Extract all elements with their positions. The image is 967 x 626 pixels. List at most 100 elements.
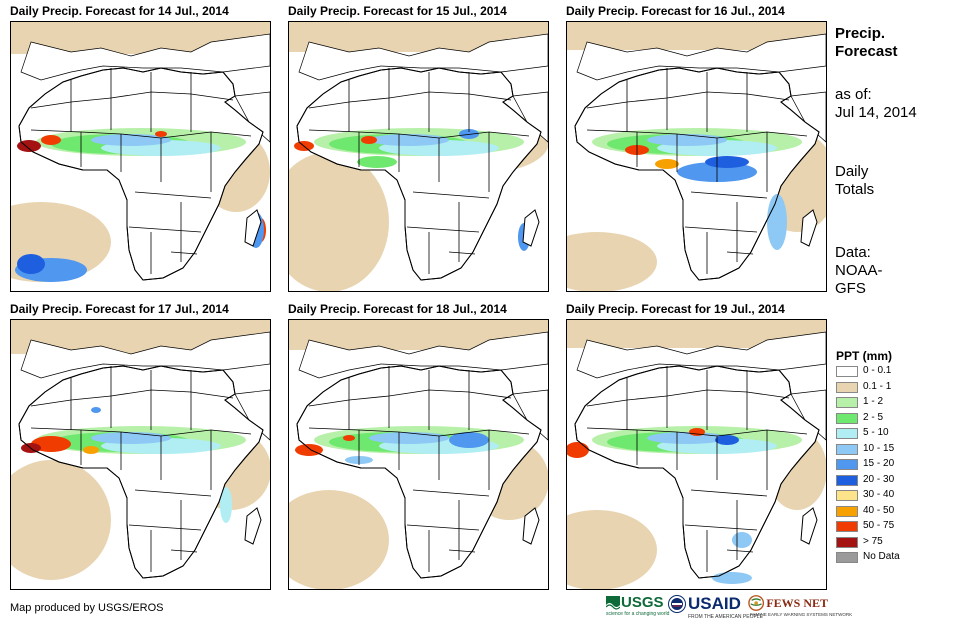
legend-label: 20 - 30	[863, 473, 895, 485]
legend-label: 2 - 5	[863, 411, 884, 423]
precip-patch	[715, 435, 739, 445]
country-border	[586, 129, 808, 139]
country-border	[134, 191, 212, 199]
legend-swatch	[836, 536, 858, 548]
country-border	[412, 191, 490, 199]
legend-swatch	[836, 381, 858, 393]
land-outline	[790, 389, 826, 441]
legend-swatch	[836, 366, 858, 377]
side-data-line2: NOAA-	[835, 262, 883, 279]
land-outline	[790, 91, 826, 143]
usaid-seal-icon	[668, 595, 686, 613]
forecast-panel-3: Daily Precip. Forecast for 16 Jul., 2014	[566, 4, 828, 294]
legend-label: 50 - 75	[863, 520, 895, 531]
legend-swatch	[836, 443, 858, 455]
panel-title: Daily Precip. Forecast for 18 Jul., 2014	[288, 302, 507, 316]
usgs-sub: science for a changing world	[606, 611, 670, 617]
land-outline	[512, 389, 548, 441]
panel-title: Daily Precip. Forecast for 17 Jul., 2014	[10, 302, 229, 316]
precip-map	[566, 21, 827, 292]
precip-patch	[11, 460, 111, 580]
precip-patch	[712, 572, 752, 584]
country-border	[690, 489, 768, 497]
legend-swatch	[836, 397, 858, 408]
precip-patch	[17, 254, 45, 274]
madagascar-outline	[522, 209, 540, 247]
legend-label: 15 - 20	[863, 458, 895, 469]
fewsnet-logo: FEWS NET FAMINE EARLY WARNING SYSTEMS NE…	[748, 594, 853, 624]
land-outline	[576, 331, 826, 379]
precip-patch	[767, 194, 787, 250]
country-border	[30, 427, 252, 437]
legend-label: 1 - 2	[863, 396, 884, 407]
side-totals-line2: Totals	[835, 181, 875, 198]
country-border	[412, 489, 490, 497]
fewsnet-text: FEWS NET	[766, 595, 828, 610]
forecast-panel-5: Daily Precip. Forecast for 18 Jul., 2014	[288, 302, 550, 592]
precip-patch	[357, 156, 397, 168]
precip-patch	[567, 232, 657, 291]
precip-map	[288, 21, 549, 292]
africa-coast	[296, 67, 542, 281]
africa-coast	[18, 67, 264, 281]
panel-title: Daily Precip. Forecast for 15 Jul., 2014	[288, 4, 507, 18]
precip-patch	[289, 490, 389, 589]
legend-label: 0 - 0.1	[863, 365, 892, 376]
side-data-source: Data: NOAA- GFS	[835, 244, 883, 298]
legend-title: PPT (mm)	[836, 349, 893, 363]
side-heading-line1: Precip.	[835, 25, 886, 42]
precip-patch	[647, 432, 727, 444]
land-outline	[298, 331, 548, 379]
fewsnet-globe-icon	[748, 595, 765, 611]
credit-text: Map produced by USGS/EROS	[10, 602, 164, 614]
country-border	[128, 524, 202, 531]
precip-patch	[17, 140, 41, 152]
usaid-sub: FROM THE AMERICAN PEOPLE	[688, 614, 763, 620]
country-border	[726, 549, 754, 553]
country-border	[586, 91, 790, 109]
forecast-panel-4: Daily Precip. Forecast for 17 Jul., 2014	[10, 302, 272, 592]
africa-coast	[574, 365, 820, 579]
country-border	[308, 129, 530, 139]
country-border	[308, 389, 512, 407]
side-data-line3: GFS	[835, 280, 866, 297]
usgs-text: USGS	[621, 594, 664, 611]
legend-swatch	[836, 552, 858, 563]
madagascar-outline	[800, 209, 818, 247]
country-border	[406, 524, 480, 531]
country-border	[586, 389, 790, 407]
precip-patch	[343, 435, 355, 441]
madagascar-outline	[800, 507, 818, 545]
precip-patch	[369, 134, 449, 146]
fewsnet-sub: FAMINE EARLY WARNING SYSTEMS NETWORK	[750, 612, 853, 617]
precip-patch	[91, 407, 101, 413]
usgs-wave-icon	[606, 595, 620, 610]
country-border	[30, 389, 234, 407]
side-heading-line2: Forecast	[835, 43, 898, 60]
legend-swatch	[836, 505, 858, 517]
country-border	[308, 91, 512, 109]
precip-map	[10, 319, 271, 590]
madagascar-outline	[244, 507, 262, 545]
forecast-panel-6: Daily Precip. Forecast for 19 Jul., 2014	[566, 302, 828, 592]
land-outline	[234, 91, 270, 143]
country-border	[30, 129, 252, 139]
legend-swatch	[836, 428, 858, 439]
usaid-text: USAID	[688, 594, 741, 613]
legend-swatch	[836, 459, 858, 470]
precip-map	[566, 319, 827, 590]
country-border	[30, 91, 234, 109]
madagascar-outline	[522, 507, 540, 545]
country-border	[690, 191, 768, 199]
land-outline	[298, 33, 548, 81]
madagascar-outline	[244, 209, 262, 247]
precip-patch	[449, 432, 489, 448]
country-border	[448, 251, 476, 255]
africa-coast	[296, 365, 542, 579]
precip-patch	[732, 532, 752, 548]
precip-patch	[705, 156, 749, 168]
precip-patch	[295, 444, 323, 456]
side-asof: as of: Jul 14, 2014	[835, 86, 917, 122]
legend-label: > 75	[863, 535, 883, 547]
panel-title: Daily Precip. Forecast for 14 Jul., 2014	[10, 4, 229, 18]
